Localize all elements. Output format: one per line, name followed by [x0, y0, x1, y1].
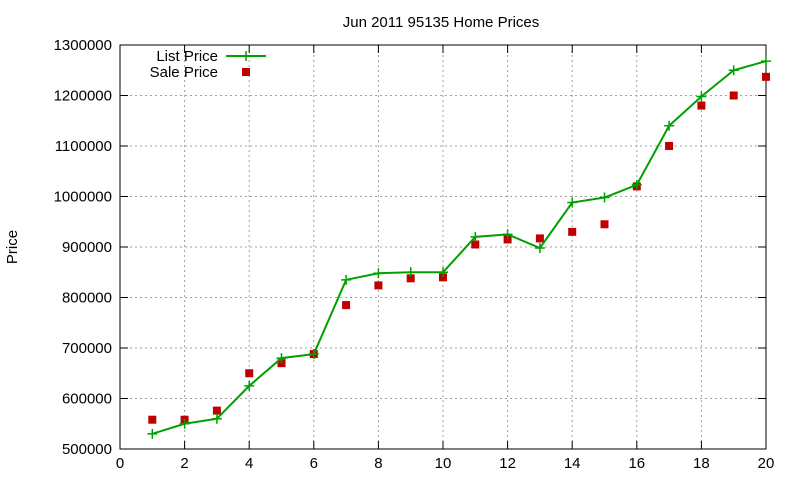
- data-point: [276, 353, 287, 364]
- x-tick-label: 4: [245, 455, 253, 472]
- x-tick-label: 18: [693, 455, 710, 472]
- y-tick-label: 500000: [62, 441, 112, 458]
- x-tick-label: 10: [435, 455, 452, 472]
- data-point: [503, 235, 512, 244]
- data-point: [761, 56, 771, 67]
- y-tick-label: 1200000: [54, 88, 112, 105]
- x-tick-label: 0: [116, 455, 124, 472]
- data-point: [438, 267, 448, 278]
- data-point: [147, 428, 158, 439]
- data-point: [342, 301, 351, 310]
- data-point: [665, 142, 674, 150]
- x-axis-ticks: 0 2 4 6 8 10 12 14 16 18 20: [116, 45, 775, 472]
- data-point: [245, 369, 254, 378]
- data-point: [341, 274, 352, 285]
- data-point: [762, 72, 770, 81]
- data-point: [212, 406, 221, 415]
- legend-marker: [242, 68, 250, 76]
- y-tick-label: 1000000: [54, 189, 112, 206]
- data-point: [439, 273, 447, 282]
- y-tick-label: 1300000: [54, 37, 112, 54]
- x-tick-label: 20: [758, 455, 775, 472]
- x-tick-label: 8: [374, 455, 382, 472]
- data-point: [470, 231, 481, 242]
- data-point: [374, 281, 383, 290]
- y-axis-ticks: 500000 600000 700000 800000 900000 1000000 110…: [54, 37, 766, 458]
- x-tick-label: 6: [310, 455, 318, 472]
- data-point: [600, 220, 609, 229]
- data-point: [568, 227, 577, 236]
- data-point: [664, 120, 675, 131]
- series-line: [152, 60, 767, 435]
- y-tick-label: 800000: [62, 290, 112, 307]
- series-list-price: [147, 56, 771, 439]
- chart-title: Jun 2011 95135 Home Prices: [343, 14, 540, 31]
- data-point: [406, 274, 415, 283]
- data-point: [729, 91, 738, 100]
- legend-label: List Price: [156, 48, 218, 65]
- data-point: [728, 65, 739, 76]
- series-sale-price: [148, 72, 770, 424]
- y-tick-label: 600000: [62, 391, 112, 408]
- data-point: [405, 267, 416, 278]
- x-tick-label: 12: [499, 455, 516, 472]
- data-point: [211, 413, 222, 424]
- data-point: [502, 229, 513, 240]
- data-point: [179, 418, 190, 429]
- legend-label: Sale Price: [150, 64, 218, 81]
- data-point: [697, 101, 706, 110]
- x-tick-label: 14: [564, 455, 581, 472]
- data-point: [599, 192, 610, 203]
- data-point: [148, 415, 157, 424]
- data-point: [696, 91, 707, 102]
- y-tick-label: 900000: [62, 239, 112, 256]
- data-point: [567, 197, 578, 208]
- data-point: [471, 240, 480, 249]
- y-axis-label: Price: [4, 230, 21, 264]
- grid: [120, 45, 766, 449]
- data-point: [308, 349, 319, 360]
- legend-marker: [241, 51, 251, 61]
- data-point: [535, 234, 544, 243]
- data-point: [277, 359, 286, 368]
- data-point: [373, 268, 384, 279]
- data-point: [534, 243, 545, 254]
- series-layer: [147, 56, 771, 439]
- y-tick-label: 700000: [62, 340, 112, 357]
- data-point: [631, 179, 642, 190]
- x-tick-label: 16: [628, 455, 645, 472]
- x-tick-label: 2: [180, 455, 188, 472]
- data-point: [244, 380, 255, 391]
- y-tick-label: 1100000: [55, 138, 112, 155]
